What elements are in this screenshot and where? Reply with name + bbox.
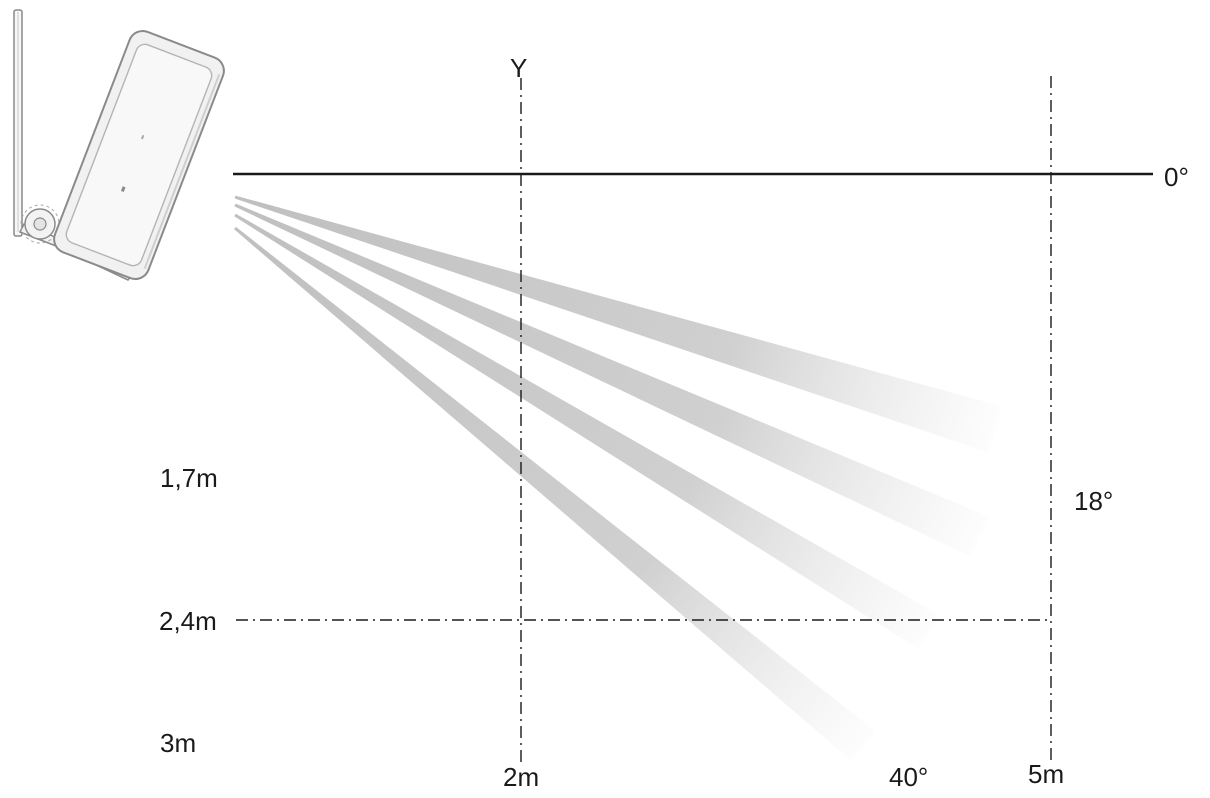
beam-2 — [234, 203, 989, 557]
beam-1 — [234, 195, 1003, 453]
beam-3 — [234, 213, 940, 650]
height-2-4m-label: 2,4m — [159, 606, 217, 636]
lower-beam-angle-label: 40° — [889, 762, 928, 792]
beam-4 — [234, 226, 876, 762]
pir-motion-sensor-icon — [13, 9, 225, 281]
distance-5m-label: 5m — [1028, 759, 1064, 789]
horizon-angle-label: 0° — [1164, 162, 1189, 192]
y-axis-label: Y — [510, 53, 527, 83]
detection-beams — [234, 195, 1003, 762]
height-1-7m-label: 1,7m — [160, 463, 218, 493]
height-3m-label: 3m — [160, 728, 196, 758]
distance-2m-label: 2m — [503, 762, 539, 792]
upper-beam-angle-label: 18° — [1074, 486, 1113, 516]
